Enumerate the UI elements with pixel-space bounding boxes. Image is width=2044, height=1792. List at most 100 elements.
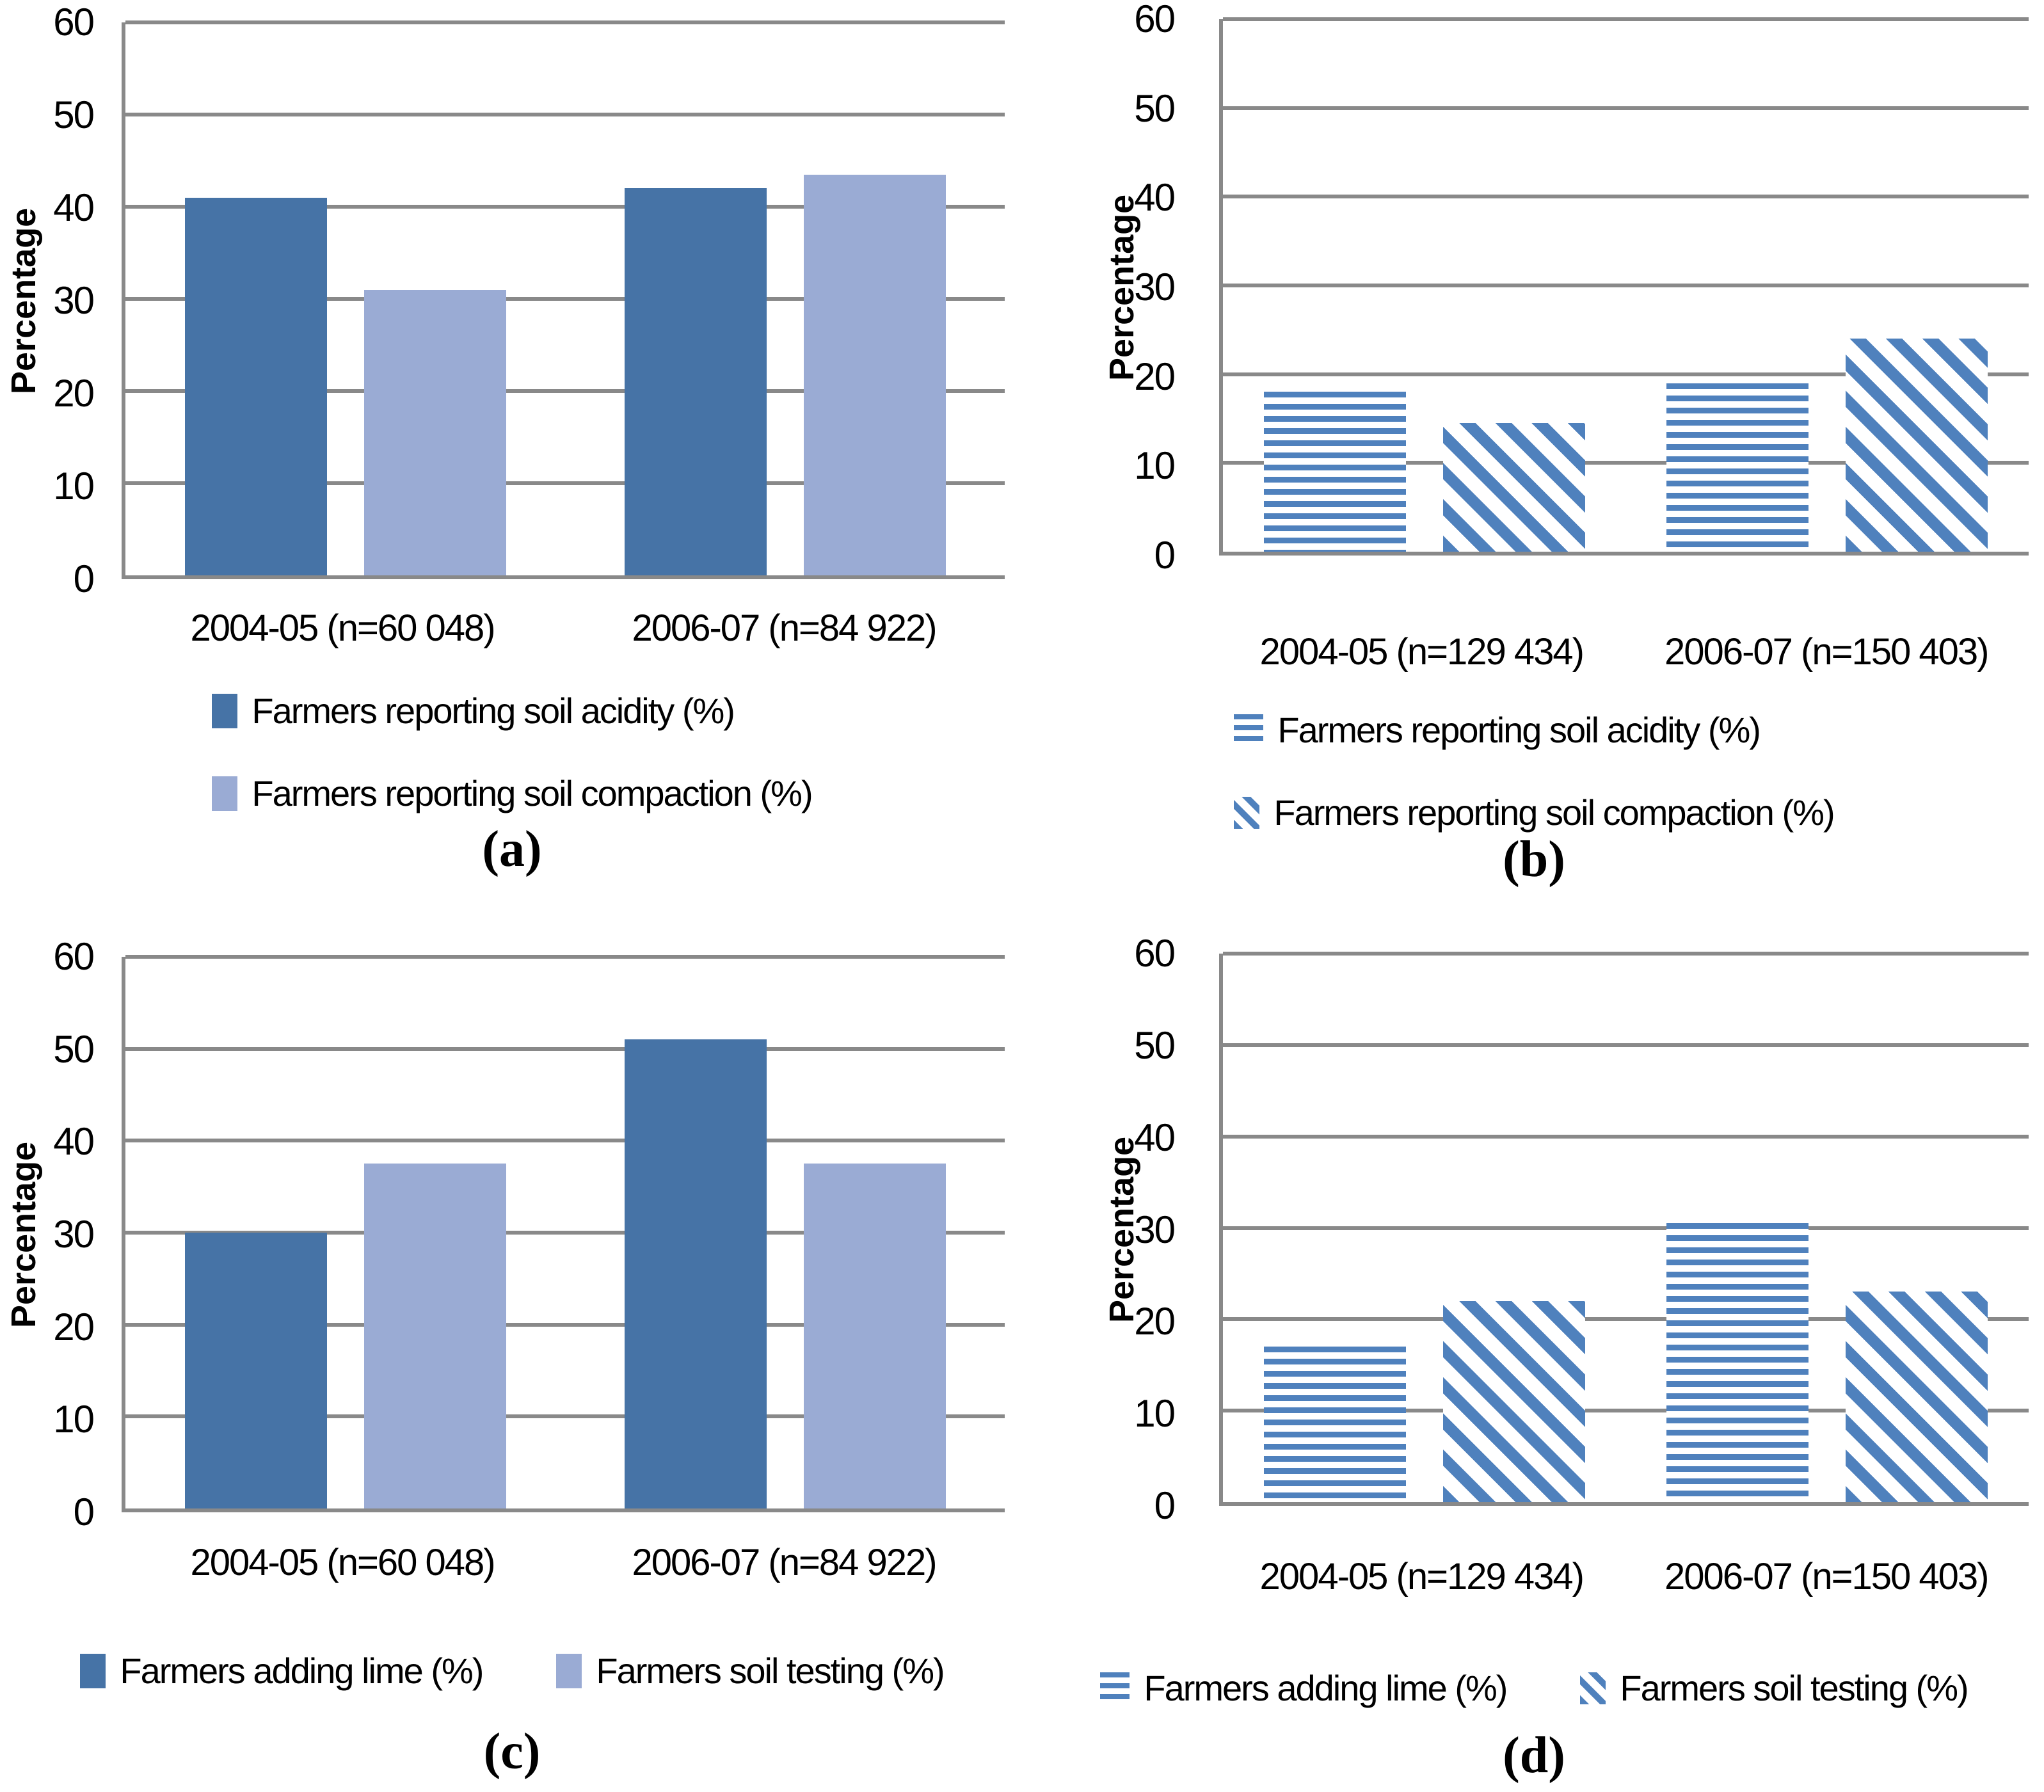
gridline <box>1223 461 2029 465</box>
legend-item: Farmers reporting soil compaction (%) <box>212 772 813 814</box>
x-category-label: 2006-07 (n=84 922) <box>632 1542 937 1583</box>
bar-group <box>1223 954 1626 1502</box>
y-tick-label: 0 <box>73 1491 95 1533</box>
panel-caption: (c) <box>483 1724 541 1780</box>
legend-label: Farmers reporting soil acidity (%) <box>252 691 735 731</box>
gridline <box>125 112 1005 116</box>
bar-group <box>1223 19 1626 552</box>
y-tick-label: 20 <box>1134 1300 1176 1343</box>
bar <box>1846 1292 1988 1502</box>
gridline <box>1223 1317 2029 1322</box>
bar <box>1442 422 1585 552</box>
bar <box>1263 1347 1406 1502</box>
legend-swatch-solid-light <box>556 1653 582 1688</box>
y-tick-label: 50 <box>1134 86 1176 130</box>
gridline <box>1223 284 2029 287</box>
y-tick-label: 60 <box>53 935 95 978</box>
x-axis-labels: 2004-05 (n=129 434) 2006-07 (n=150 403) <box>1219 1555 2029 1598</box>
gridline <box>125 388 1005 393</box>
legend-swatch-solid-dark <box>212 693 238 728</box>
y-tick-label: 40 <box>53 186 95 229</box>
y-tick-label: 30 <box>53 1213 95 1256</box>
legend-items: Farmers reporting soil acidity (%) Farmer… <box>1234 709 1835 833</box>
y-tick-label: 0 <box>1154 1484 1176 1527</box>
gridline <box>1223 1226 2029 1230</box>
gridline <box>1223 195 2029 199</box>
legend-item: Farmers reporting soil acidity (%) <box>212 690 735 732</box>
legend-items: Farmers adding lime (%) Farmers soil test… <box>80 1650 945 1692</box>
legend-swatch-stripe-horizontal <box>1234 714 1264 746</box>
panel-a: Percentage 60 50 40 30 20 10 0 2004-05 (n=60 0… <box>0 0 1024 896</box>
gridline <box>1223 372 2029 376</box>
gridline <box>1223 106 2029 110</box>
legend-item: Farmers soil testing (%) <box>1580 1667 1969 1709</box>
x-axis-labels: 2004-05 (n=60 048) 2006-07 (n=84 922) <box>122 607 1005 650</box>
y-tick-label: 50 <box>1134 1023 1176 1067</box>
gridline <box>1223 1409 2029 1413</box>
y-axis-ticks: 60 50 40 30 20 10 0 <box>1088 934 1188 1525</box>
gridline <box>125 1139 1005 1143</box>
x-category-label: 2004-05 (n=60 048) <box>190 1542 495 1583</box>
bar <box>363 1164 506 1508</box>
y-axis-ticks: 60 50 40 30 20 10 0 <box>1088 0 1188 575</box>
y-tick-label: 40 <box>53 1120 95 1164</box>
legend: Farmers adding lime (%) Farmers soil test… <box>0 1650 1024 1692</box>
legend-label: Farmers reporting soil compaction (%) <box>1274 792 1835 833</box>
gridline <box>125 955 1005 959</box>
legend-items: Farmers adding lime (%) Farmers soil test… <box>1100 1667 1969 1709</box>
gridline <box>125 1046 1005 1051</box>
bar <box>624 1039 767 1508</box>
y-tick-label: 10 <box>53 1398 95 1441</box>
bar-group <box>125 22 565 575</box>
gridline <box>125 20 1005 24</box>
bar-group <box>125 957 565 1508</box>
y-tick-label: 60 <box>1134 0 1176 40</box>
x-category-label: 2004-05 (n=129 434) <box>1259 1556 1585 1597</box>
legend-label: Farmers reporting soil compaction (%) <box>252 773 813 813</box>
gridline <box>125 1231 1005 1235</box>
plot-area <box>122 20 1005 579</box>
plot-area <box>122 955 1005 1512</box>
gridline <box>1223 1043 2029 1047</box>
legend-item: Farmers adding lime (%) <box>1100 1667 1508 1709</box>
y-tick-label: 20 <box>53 371 95 415</box>
bar-group <box>1626 954 2029 1502</box>
legend: Farmers reporting soil acidity (%) Farmer… <box>0 690 1024 814</box>
legend-label: Farmers reporting soil acidity (%) <box>1277 710 1761 750</box>
bar <box>1442 1300 1585 1502</box>
y-tick-label: 10 <box>1134 1392 1176 1436</box>
x-axis-labels: 2004-05 (n=60 048) 2006-07 (n=84 922) <box>122 1541 1005 1584</box>
x-category-label: 2006-07 (n=150 403) <box>1665 1556 1989 1597</box>
gridline <box>125 1322 1005 1327</box>
bar-group <box>565 22 1005 575</box>
y-tick-label: 20 <box>1134 355 1176 398</box>
y-tick-label: 10 <box>53 465 95 508</box>
panel-caption: (b) <box>1503 831 1565 888</box>
y-tick-label: 20 <box>53 1305 95 1348</box>
y-tick-label: 40 <box>1134 1116 1176 1159</box>
legend-item: Farmers reporting soil acidity (%) <box>1234 709 1761 751</box>
panel-c: Percentage 60 50 40 30 20 10 0 2004-05 (n=60 0… <box>0 896 1024 1792</box>
y-tick-label: 0 <box>1154 534 1176 577</box>
y-axis-ticks: 60 50 40 30 20 10 0 <box>0 3 108 598</box>
legend-swatch-stripe-horizontal <box>1100 1672 1130 1704</box>
bar <box>184 197 327 575</box>
y-tick-label: 30 <box>1134 266 1176 308</box>
bar <box>363 289 506 575</box>
legend-label: Farmers soil testing (%) <box>1620 1668 1968 1708</box>
gridline <box>1223 1134 2029 1139</box>
y-tick-label: 60 <box>1134 932 1176 975</box>
gridline <box>125 1414 1005 1419</box>
x-category-label: 2004-05 (n=60 048) <box>190 607 495 649</box>
legend-swatch-solid-light <box>212 776 238 811</box>
y-tick-label: 50 <box>53 1027 95 1071</box>
panel-caption: (d) <box>1503 1727 1565 1784</box>
x-category-label: 2004-05 (n=129 434) <box>1259 631 1585 673</box>
legend-item: Farmers soil testing (%) <box>556 1650 945 1692</box>
bar <box>1666 383 1809 552</box>
plot-area <box>1219 17 2029 556</box>
legend-swatch-stripe-diagonal <box>1580 1672 1606 1704</box>
y-tick-label: 40 <box>1134 176 1176 220</box>
x-category-label: 2006-07 (n=84 922) <box>632 607 937 649</box>
